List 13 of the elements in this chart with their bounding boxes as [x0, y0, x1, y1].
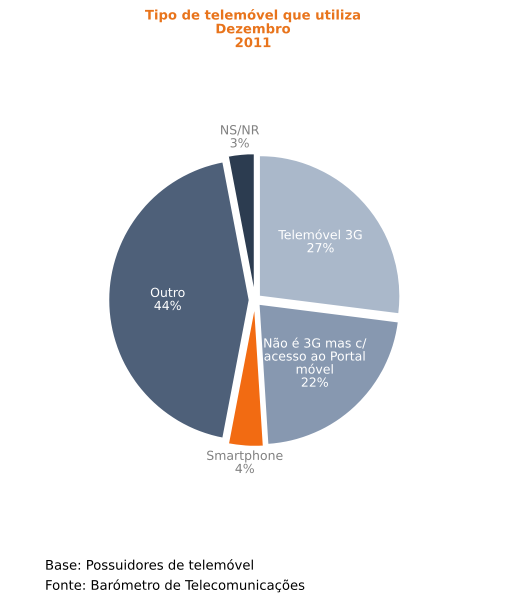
slice-label: Telemóvel 3G — [278, 229, 362, 240]
data-label: 27% — [308, 242, 334, 252]
slice-label: Outro — [150, 288, 185, 298]
data-label: 3% — [230, 138, 249, 148]
source-note: Fonte: Barómetro de Telecomunicações — [46, 579, 304, 592]
slice-label: Smartphone — [207, 450, 283, 463]
data-label: 4% — [235, 464, 254, 474]
data-label: 22% — [302, 377, 328, 387]
slice-label: NS/NR — [221, 125, 260, 136]
chart-title: Tipo de telemóvel que utiliza Dezembro 2011 — [145, 8, 360, 48]
text: Base: Possuidores de telemóvel — [46, 559, 253, 570]
slice-label: Não é 3G mas c/ acesso ao Portal móvel — [264, 338, 366, 374]
data-label: 44% — [154, 300, 181, 310]
